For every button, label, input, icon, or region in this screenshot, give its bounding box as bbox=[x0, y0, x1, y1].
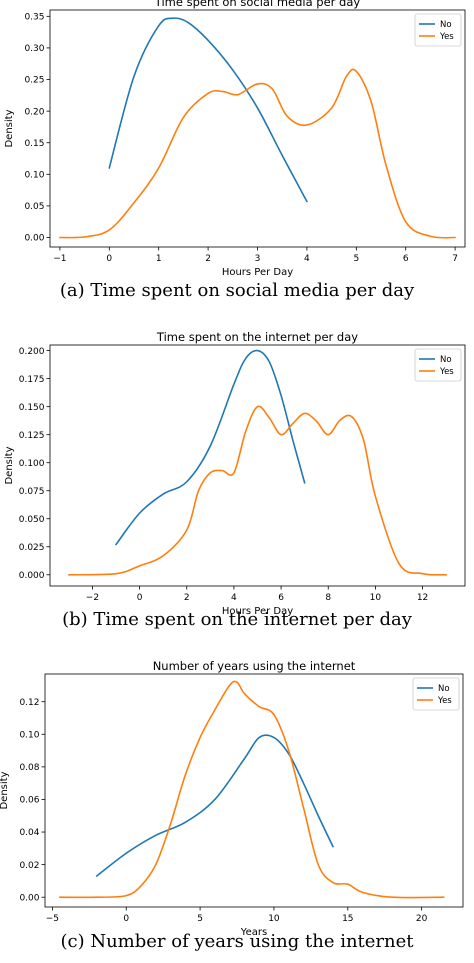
legend-label-yes: Yes bbox=[439, 32, 454, 42]
chart-title: Time spent on social media per day bbox=[154, 0, 361, 9]
x-tick-label: 2 bbox=[205, 254, 211, 264]
chart-b: Time spent on the internet per day −2 0 2 4 6… bbox=[4, 330, 466, 617]
y-tick-label: 0.05 bbox=[24, 202, 44, 212]
x-axis-label: Hours Per Day bbox=[222, 606, 293, 617]
x-tick-label: 0 bbox=[137, 593, 143, 603]
x-tick-label: 7 bbox=[452, 254, 458, 264]
y-tick-label: 0.02 bbox=[19, 861, 39, 871]
x-tick-label: 5 bbox=[197, 914, 203, 924]
plot-frame bbox=[49, 344, 466, 587]
x-tick-label: 4 bbox=[304, 254, 310, 264]
y-tick-label: 0.25 bbox=[24, 76, 44, 86]
chart-title: Number of years using the internet bbox=[153, 659, 356, 673]
x-tick-label: 20 bbox=[416, 914, 428, 924]
chart-panel-c: Number of years using the internet −5 0 5 10… bbox=[0, 643, 474, 963]
legend-box bbox=[414, 348, 462, 382]
caption-a: (a) Time spent on social media per day bbox=[59, 280, 415, 301]
chart-panel-b: Time spent on the internet per day −2 0 2 4 6… bbox=[0, 322, 474, 644]
y-tick-label: 0.000 bbox=[19, 571, 45, 581]
y-tick-label: 0.15 bbox=[24, 139, 44, 149]
series-line-yes bbox=[58, 680, 445, 899]
series-line-no bbox=[115, 349, 306, 546]
legend: No Yes bbox=[412, 677, 460, 711]
y-tick-label: 0.150 bbox=[19, 403, 45, 413]
chart-title: Time spent on the internet per day bbox=[156, 330, 358, 344]
y-tick-label: 0.075 bbox=[19, 487, 45, 497]
legend-label-no: No bbox=[440, 20, 452, 30]
x-axis-label: Years bbox=[240, 927, 267, 938]
legend-box bbox=[412, 677, 460, 711]
x-tick-label: 6 bbox=[278, 593, 284, 603]
y-tick-label: 0.050 bbox=[19, 515, 45, 525]
legend-label-yes: Yes bbox=[439, 367, 454, 377]
x-tick-label: 2 bbox=[184, 593, 190, 603]
x-tick-label: 0 bbox=[106, 254, 112, 264]
legend-label-no: No bbox=[438, 684, 450, 694]
y-tick-label: 0.00 bbox=[19, 893, 39, 903]
y-tick-label: 0.025 bbox=[19, 543, 45, 553]
y-tick-label: 0.175 bbox=[19, 375, 45, 385]
y-tick-label: 0.06 bbox=[19, 796, 39, 806]
y-tick-label: 0.125 bbox=[19, 431, 45, 441]
chart-c: Number of years using the internet −5 0 5 10… bbox=[0, 659, 464, 938]
caption-c: (c) Number of years using the internet bbox=[60, 931, 414, 952]
legend-label-no: No bbox=[440, 355, 452, 365]
y-tick-label: 0.00 bbox=[24, 234, 44, 244]
x-axis-label: Hours Per Day bbox=[222, 267, 293, 278]
y-tick-label: 0.10 bbox=[24, 171, 44, 181]
plot-frame bbox=[49, 9, 466, 248]
x-tick-label: 0 bbox=[123, 914, 129, 924]
legend: No Yes bbox=[414, 13, 462, 47]
plot-frame bbox=[44, 673, 464, 908]
x-tick-label: 4 bbox=[231, 593, 237, 603]
x-tick-label: 10 bbox=[268, 914, 280, 924]
chart-a: Time spent on social media per day −1 0 1 2 3… bbox=[4, 0, 466, 278]
chart-panel-a: Time spent on social media per day −1 0 1 2 3… bbox=[0, 0, 474, 318]
series-line-yes bbox=[59, 68, 456, 239]
x-tick-label: 10 bbox=[370, 593, 382, 603]
y-tick-label: 0.08 bbox=[19, 763, 39, 773]
x-tick-label: −1 bbox=[53, 254, 66, 264]
x-tick-label: −5 bbox=[46, 914, 59, 924]
x-tick-label: 15 bbox=[342, 914, 353, 924]
legend: No Yes bbox=[414, 348, 462, 382]
y-axis-label: Density bbox=[4, 446, 15, 484]
legend-label-yes: Yes bbox=[437, 696, 452, 706]
legend-box bbox=[414, 13, 462, 47]
caption-b: (b) Time spent on the internet per day bbox=[62, 609, 412, 630]
y-tick-label: 0.35 bbox=[24, 13, 44, 23]
x-tick-label: 5 bbox=[353, 254, 359, 264]
x-tick-label: 1 bbox=[156, 254, 162, 264]
series-line-yes bbox=[68, 405, 447, 576]
y-tick-label: 0.100 bbox=[19, 459, 45, 469]
series-line-no bbox=[95, 734, 334, 877]
x-tick-label: −2 bbox=[86, 593, 99, 603]
x-tick-label: 3 bbox=[255, 254, 261, 264]
y-axis-label: Density bbox=[0, 771, 10, 809]
y-tick-label: 0.20 bbox=[24, 107, 44, 117]
x-tick-label: 6 bbox=[403, 254, 409, 264]
y-tick-label: 0.200 bbox=[19, 347, 45, 357]
y-tick-label: 0.30 bbox=[24, 44, 44, 54]
x-tick-label: 8 bbox=[325, 593, 331, 603]
y-tick-label: 0.12 bbox=[19, 698, 39, 708]
series-line-no bbox=[108, 17, 308, 203]
x-tick-label: 12 bbox=[417, 593, 428, 603]
y-tick-label: 0.10 bbox=[19, 730, 39, 740]
y-tick-label: 0.04 bbox=[19, 828, 39, 838]
y-axis-label: Density bbox=[4, 109, 15, 147]
